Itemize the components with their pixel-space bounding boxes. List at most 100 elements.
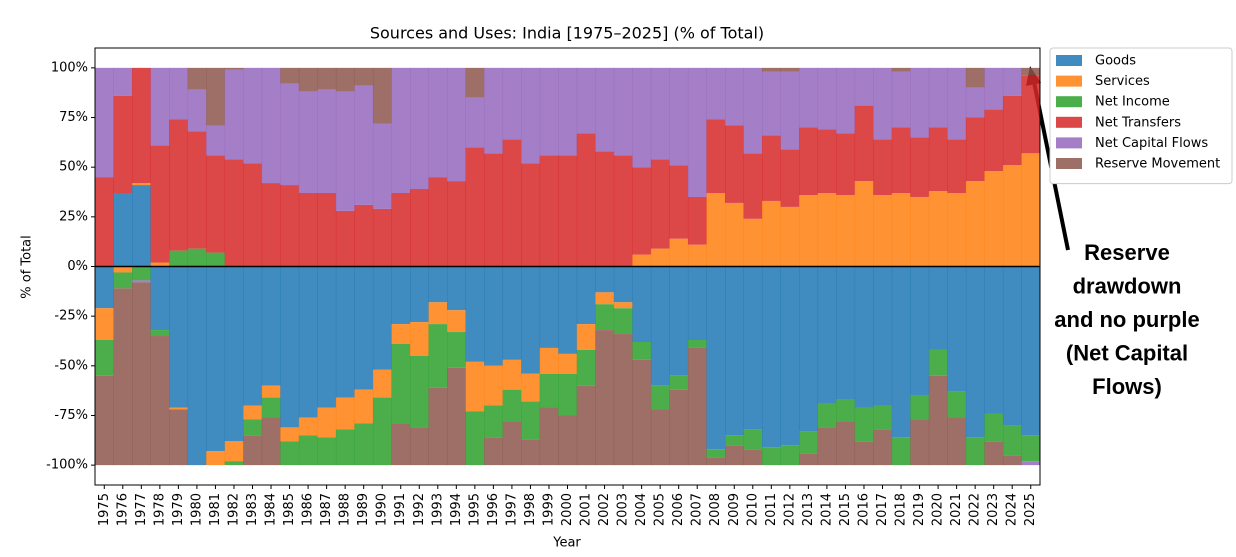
x-tick-label: 2016	[856, 493, 871, 526]
segment	[595, 151, 615, 267]
segment	[298, 266, 318, 418]
segment	[576, 324, 596, 350]
segment	[799, 431, 819, 454]
segment	[317, 437, 337, 466]
segment	[632, 341, 652, 360]
x-tick-label: 2017	[875, 493, 890, 526]
segment	[836, 399, 856, 422]
segment	[484, 405, 504, 438]
segment	[780, 67, 800, 72]
segment	[706, 266, 726, 450]
segment	[447, 181, 466, 267]
segment	[372, 123, 392, 209]
segment	[317, 193, 337, 267]
segment	[799, 67, 819, 128]
legend-label: Goods	[1095, 54, 1136, 69]
segment	[669, 165, 689, 239]
segment	[280, 266, 300, 428]
y-tick-label: 75%	[59, 110, 88, 125]
segment	[224, 69, 244, 160]
segment	[261, 417, 281, 466]
x-tick-label: 1983	[245, 493, 260, 526]
segment	[947, 391, 967, 418]
segment	[410, 355, 429, 428]
x-tick-label: 2019	[912, 493, 927, 526]
segment	[780, 71, 800, 150]
segment	[132, 280, 151, 283]
x-tick-label: 2003	[616, 493, 631, 526]
segment	[576, 133, 596, 267]
segment	[521, 439, 541, 466]
segment	[391, 343, 411, 424]
segment	[891, 67, 911, 72]
segment	[669, 67, 689, 166]
legend-label: Net Income	[1095, 95, 1170, 110]
segment	[891, 437, 911, 466]
segment	[928, 191, 948, 267]
segment	[817, 427, 837, 466]
x-tick-label: 2010	[745, 493, 760, 526]
segment	[910, 196, 930, 267]
segment	[891, 266, 911, 438]
segment	[410, 266, 429, 323]
segment	[132, 67, 151, 184]
segment	[428, 302, 448, 325]
x-tick-label: 1982	[226, 493, 241, 526]
x-tick-label: 2014	[819, 493, 834, 526]
y-tick-label: -25%	[54, 309, 88, 324]
segment	[280, 441, 300, 466]
segment	[817, 67, 837, 130]
segment	[372, 67, 392, 124]
legend-swatch	[1056, 96, 1082, 108]
segment	[762, 200, 781, 267]
x-tick-label: 2008	[708, 493, 723, 526]
segment	[502, 67, 522, 140]
segment	[743, 67, 763, 154]
segment	[725, 67, 744, 126]
segment	[372, 208, 392, 267]
segment	[928, 67, 948, 128]
segment	[947, 139, 967, 194]
segment	[410, 189, 429, 267]
segment	[428, 324, 448, 388]
segment	[632, 67, 652, 168]
segment	[836, 421, 856, 466]
segment	[947, 193, 967, 267]
segment	[113, 266, 133, 273]
annotation: (Net Capital	[1066, 340, 1188, 365]
segment	[928, 349, 948, 376]
segment	[984, 266, 1004, 414]
segment	[169, 407, 189, 410]
segment	[1002, 266, 1022, 426]
segment	[354, 85, 374, 205]
x-tick-label: 2025	[1023, 493, 1038, 526]
segment	[650, 159, 670, 249]
segment	[113, 95, 133, 194]
segment	[873, 67, 893, 140]
segment	[762, 266, 781, 448]
segment	[206, 125, 226, 156]
segment	[650, 266, 670, 386]
segment	[725, 125, 744, 203]
segment	[725, 266, 744, 436]
segment	[965, 437, 985, 466]
segment	[1021, 266, 1041, 436]
segment	[743, 153, 763, 219]
annotation: and no purple	[1054, 307, 1199, 332]
segment	[317, 407, 337, 438]
y-axis-label: % of Total	[20, 235, 35, 299]
segment	[947, 417, 967, 466]
segment	[650, 67, 670, 160]
segment	[335, 397, 355, 430]
segment	[984, 109, 1004, 172]
segment	[780, 149, 800, 207]
x-tick-label: 2005	[653, 493, 668, 526]
x-tick-label: 1993	[430, 493, 445, 526]
x-tick-label: 2021	[949, 493, 964, 526]
legend-label: Reserve Movement	[1095, 157, 1220, 172]
segment	[465, 411, 485, 466]
segment	[706, 67, 726, 120]
segment	[354, 423, 374, 466]
segment	[576, 349, 596, 386]
